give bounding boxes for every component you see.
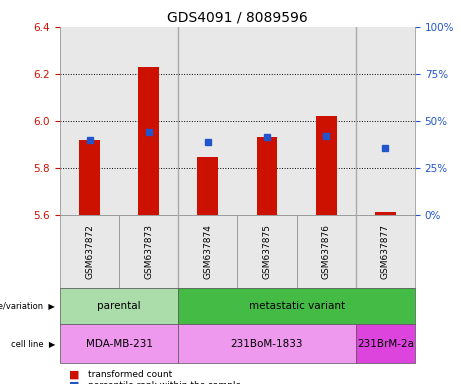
Bar: [60, 215, 119, 288]
Bar: [60, 288, 178, 324]
Text: ■: ■: [69, 381, 80, 384]
Bar: [119, 27, 178, 215]
Text: metastatic variant: metastatic variant: [248, 301, 345, 311]
Bar: [237, 215, 296, 288]
Text: GSM637877: GSM637877: [381, 224, 390, 279]
Bar: [79, 140, 100, 215]
Bar: [375, 212, 396, 215]
Text: transformed count: transformed count: [88, 370, 172, 379]
Text: ■: ■: [69, 369, 80, 379]
Bar: [60, 324, 178, 363]
Text: parental: parental: [97, 301, 141, 311]
Text: GSM637875: GSM637875: [262, 224, 272, 279]
Text: GSM637872: GSM637872: [85, 224, 94, 279]
Bar: [178, 215, 237, 288]
Bar: [178, 324, 356, 363]
Bar: [356, 324, 415, 363]
Bar: [119, 215, 178, 288]
Bar: [296, 27, 356, 215]
Text: cell line  ▶: cell line ▶: [11, 339, 55, 348]
Text: GSM637874: GSM637874: [203, 224, 213, 279]
Bar: [178, 288, 415, 324]
Bar: [237, 27, 296, 215]
Text: 231BrM-2a: 231BrM-2a: [357, 339, 414, 349]
Bar: [257, 137, 278, 215]
Text: 231BoM-1833: 231BoM-1833: [231, 339, 303, 349]
Bar: [178, 27, 237, 215]
Bar: [356, 215, 415, 288]
Text: GSM637873: GSM637873: [144, 224, 153, 279]
Text: genotype/variation  ▶: genotype/variation ▶: [0, 302, 55, 311]
Bar: [316, 116, 337, 215]
Bar: [356, 27, 415, 215]
Bar: [60, 27, 119, 215]
Title: GDS4091 / 8089596: GDS4091 / 8089596: [167, 10, 308, 24]
Text: GSM637876: GSM637876: [322, 224, 331, 279]
Text: percentile rank within the sample: percentile rank within the sample: [88, 381, 241, 384]
Bar: [138, 67, 159, 215]
Bar: [197, 157, 218, 215]
Bar: [296, 215, 356, 288]
Text: MDA-MB-231: MDA-MB-231: [86, 339, 153, 349]
